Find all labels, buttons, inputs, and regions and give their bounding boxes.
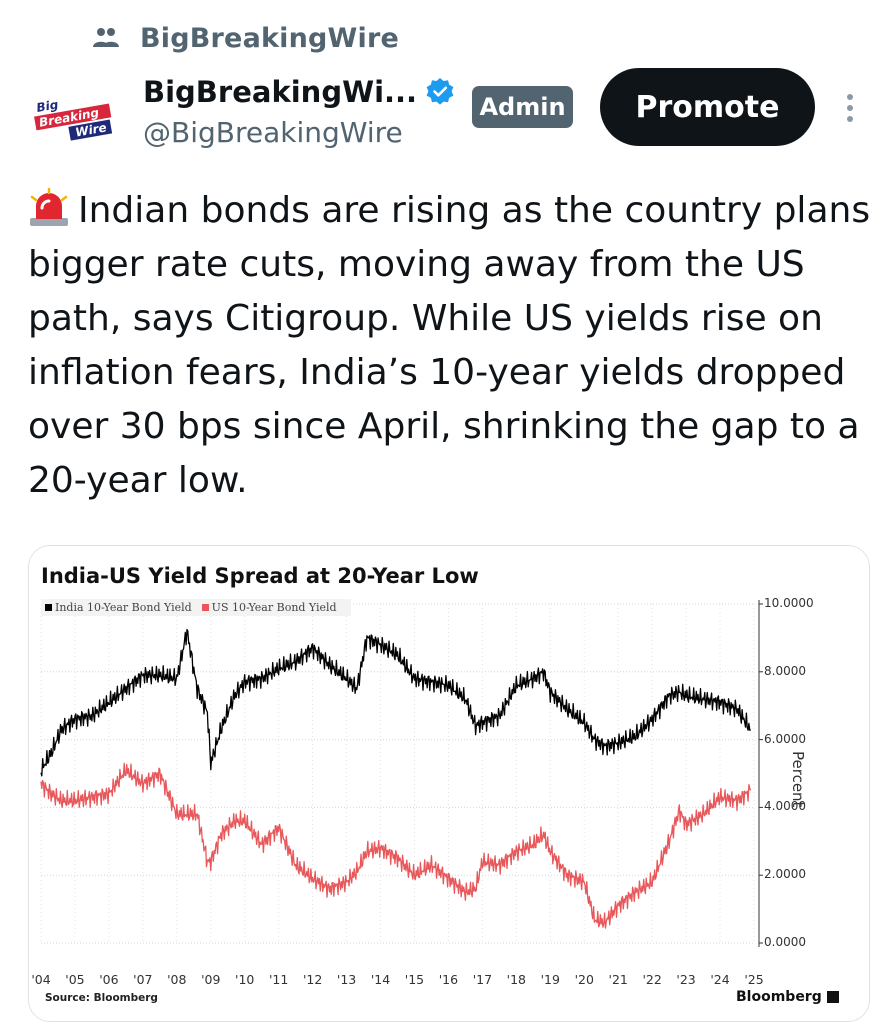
x-tick-label: '10 bbox=[235, 972, 255, 987]
x-tick-label: '09 bbox=[201, 972, 221, 987]
chart-title: India-US Yield Spread at 20-Year Low bbox=[41, 564, 479, 588]
legend-label-india: India 10-Year Bond Yield bbox=[55, 601, 192, 614]
x-tick-label: '08 bbox=[167, 972, 187, 987]
legend-item-india: India 10-Year Bond Yield bbox=[45, 601, 192, 614]
x-tick-label: '04 bbox=[31, 972, 51, 987]
community-name[interactable]: BigBreakingWire bbox=[140, 22, 400, 54]
y-tick-label: 4.0000 bbox=[764, 799, 806, 814]
x-tick-label: '21 bbox=[608, 972, 628, 987]
legend-label-us: US 10-Year Bond Yield bbox=[211, 601, 337, 614]
x-tick-label: '05 bbox=[65, 972, 85, 987]
promote-button[interactable]: Promote bbox=[600, 68, 815, 146]
bloomberg-brand: Bloomberg bbox=[736, 989, 839, 1005]
x-tick-label: '11 bbox=[268, 972, 289, 987]
legend-item-us: US 10-Year Bond Yield bbox=[201, 601, 337, 614]
chart-image[interactable]: India-US Yield Spread at 20-Year Low Ind… bbox=[28, 545, 870, 1022]
x-tick-label: '13 bbox=[336, 972, 357, 987]
avatar-word-3: Wire bbox=[74, 120, 107, 139]
community-header[interactable]: BigBreakingWire bbox=[92, 20, 399, 56]
tweet-body: Indian bonds are rising as the country p… bbox=[28, 190, 871, 501]
police-siren-icon bbox=[30, 188, 68, 226]
more-vertical-icon[interactable] bbox=[840, 90, 860, 126]
y-tick-label: 6.0000 bbox=[764, 731, 806, 746]
x-tick-label: '20 bbox=[574, 972, 594, 987]
people-icon bbox=[93, 28, 119, 47]
x-tick-label: '14 bbox=[370, 972, 391, 987]
x-tick-label: '24 bbox=[710, 972, 730, 987]
series-line-us bbox=[40, 762, 752, 929]
avatar-word-1: Big bbox=[35, 97, 59, 115]
x-tick-label: '23 bbox=[676, 972, 696, 987]
handle[interactable]: @BigBreakingWire bbox=[143, 116, 403, 149]
x-tick-label: '12 bbox=[302, 972, 323, 987]
chart-source: Source: Bloomberg bbox=[45, 992, 158, 1004]
verified-badge-icon bbox=[426, 78, 454, 105]
author-info[interactable]: BigBreakingWi... @BigBreakingWire bbox=[143, 72, 455, 149]
x-tick-label: '18 bbox=[506, 972, 526, 987]
line-chart bbox=[40, 600, 763, 947]
x-tick-label: '07 bbox=[133, 972, 153, 987]
x-tick-label: '25 bbox=[744, 972, 764, 987]
y-tick-label: 10.0000 bbox=[764, 596, 814, 610]
chart-legend: India 10-Year Bond Yield US 10-Year Bond… bbox=[41, 599, 351, 616]
y-tick-label: 0.0000 bbox=[764, 935, 806, 949]
series-line-india bbox=[40, 628, 752, 777]
x-tick-label: '06 bbox=[99, 972, 119, 987]
x-tick-label: '17 bbox=[472, 972, 493, 987]
y-tick-label: 2.0000 bbox=[764, 867, 806, 882]
admin-badge: Admin bbox=[472, 86, 573, 128]
bloomberg-logo-icon bbox=[826, 991, 839, 1003]
y-tick-label: 8.0000 bbox=[764, 663, 806, 678]
x-tick-label: '22 bbox=[642, 972, 662, 987]
display-name[interactable]: BigBreakingWi... bbox=[143, 75, 418, 109]
brand-label: Bloomberg bbox=[736, 989, 822, 1005]
avatar[interactable]: Big Breaking Wire bbox=[26, 80, 118, 146]
tweet-text: Indian bonds are rising as the country p… bbox=[28, 184, 878, 508]
x-tick-label: '16 bbox=[438, 972, 459, 987]
x-tick-label: '19 bbox=[540, 972, 560, 987]
x-tick-label: '15 bbox=[404, 972, 425, 987]
